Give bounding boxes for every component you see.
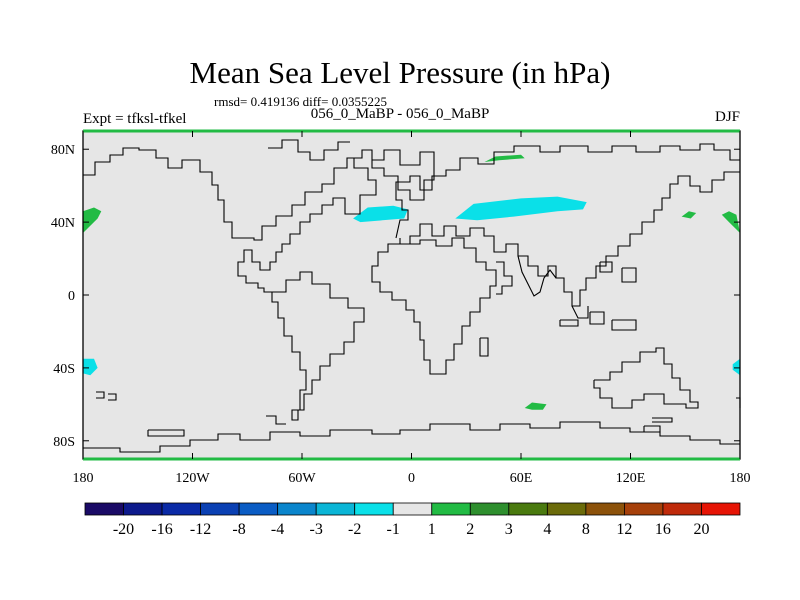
experiment-label: Expt = tfksl-tfkel (83, 111, 187, 127)
colorbar-label-2: -12 (190, 521, 211, 538)
x-tick-label-1: 120W (175, 471, 210, 486)
anomaly-region-4 (524, 402, 547, 410)
colorbar-box-8 (392, 502, 433, 516)
stats-label: rmsd= 0.419136 diff= 0.0355225 (214, 94, 387, 109)
colorbar-label-6: -2 (348, 521, 361, 538)
colorbar-box-14 (624, 502, 664, 516)
x-tick-label-5: 120E (616, 471, 646, 486)
anomaly-region-7 (83, 358, 98, 376)
colorbar-label-0: -20 (113, 521, 134, 538)
colorbar-label-9: 2 (466, 521, 474, 538)
colorbar-label-11: 4 (543, 521, 551, 538)
x-tick-label-6: 180 (730, 471, 751, 486)
x-tick-label-2: 60W (288, 471, 316, 486)
y-tick-label-2: 0 (68, 289, 75, 304)
coastlines (83, 139, 741, 453)
anomaly-region-2 (681, 211, 697, 219)
colorbar-box-16 (701, 502, 741, 516)
colorbar-box-5 (277, 502, 317, 516)
anomaly-region-8 (732, 358, 740, 376)
colorbar-box-6 (315, 502, 356, 516)
anomaly-regions (83, 154, 740, 410)
colorbar-boxes (84, 502, 741, 516)
y-tick-label-1: 40N (51, 216, 75, 231)
colorbar-box-2 (161, 502, 201, 516)
colorbar-label-5: -3 (310, 521, 323, 538)
chart-title: Mean Sea Level Pressure (in hPa) (189, 55, 611, 90)
x-tick-label-0: 180 (73, 471, 94, 486)
anomaly-region-6 (455, 196, 587, 221)
colorbar-box-9 (431, 502, 471, 516)
map-background (83, 131, 740, 459)
colorbar-label-3: -8 (232, 521, 245, 538)
colorbar-box-3 (200, 502, 240, 516)
anomaly-region-0 (83, 207, 102, 233)
x-tick-label-4: 60E (510, 471, 533, 486)
x-tick-label-3: 0 (408, 471, 415, 486)
colorbar-box-11 (508, 502, 548, 516)
colorbar-label-12: 8 (582, 521, 590, 538)
colorbar-label-15: 20 (694, 521, 710, 538)
colorbar-box-10 (469, 502, 510, 516)
y-axis-ticks: 80N 40N 0 40S 80S (51, 143, 740, 450)
anomaly-region-5 (353, 205, 408, 223)
season-label: DJF (714, 109, 740, 125)
colorbar-label-8: 1 (428, 521, 436, 538)
anomaly-region-1 (721, 211, 740, 233)
colorbar-label-1: -16 (151, 521, 172, 538)
colorbar-box-12 (546, 502, 587, 516)
colorbar-box-4 (238, 502, 279, 516)
colorbar-label-14: 16 (655, 521, 671, 538)
x-axis-ticks: 180 120W 60W 0 60E 120E 180 (73, 131, 751, 486)
colorbar-label-4: -4 (271, 521, 284, 538)
y-tick-label-4: 80S (53, 435, 75, 450)
colorbar-labels: -20 -16 -12 -8 -4 -3 -2 -1 1 2 3 4 8 12 16 20 (113, 521, 710, 538)
colorbar-label-10: 3 (505, 521, 513, 538)
colorbar-box-15 (662, 502, 702, 516)
colorbar-label-7: -1 (387, 521, 400, 538)
colorbar-box-1 (123, 502, 163, 516)
y-tick-label-3: 40S (53, 362, 75, 377)
y-tick-label-0: 80N (51, 143, 75, 158)
colorbar-box-0 (84, 502, 124, 516)
chart-subtitle: 056_0_MaBP - 056_0_MaBP (310, 106, 490, 122)
colorbar-box-13 (585, 502, 625, 516)
colorbar-label-13: 12 (616, 521, 632, 538)
colorbar-box-7 (354, 502, 394, 516)
